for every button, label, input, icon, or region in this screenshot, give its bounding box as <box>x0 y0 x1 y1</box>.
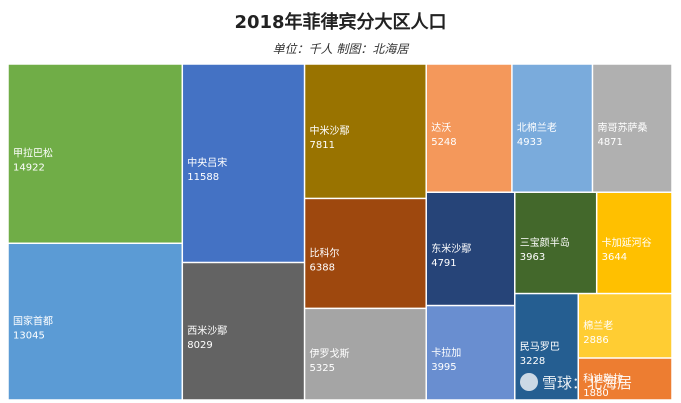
treemap-rect <box>593 64 672 192</box>
treemap-label-name: 科迪勒拉 <box>583 372 623 385</box>
treemap-label-name: 卡拉加 <box>431 346 461 359</box>
chart-subtitle: 单位：千人 制图：北海居 <box>272 42 409 56</box>
treemap-rect <box>305 64 426 198</box>
treemap-cell: 南哥苏萨桑 4871 <box>593 64 672 192</box>
treemap-label-value: 13045 <box>13 331 45 342</box>
treemap-label-name: 北棉兰老 <box>517 121 557 134</box>
treemap-label-name: 达沃 <box>431 122 451 134</box>
treemap-rect <box>183 263 304 400</box>
treemap-label-value: 3995 <box>431 362 456 373</box>
treemap-cell: 东米沙鄢 4791 <box>426 192 515 305</box>
treemap-cell: 中央吕宋 11588 <box>183 64 304 262</box>
treemap-label-value: 5248 <box>431 137 456 148</box>
treemap-rect <box>512 64 592 192</box>
treemap-label-name: 西米沙鄢 <box>187 324 227 337</box>
treemap-label-value: 6388 <box>310 262 335 273</box>
treemap-label-name: 国家首都 <box>13 315 53 328</box>
chart-title: 2018年菲律宾分大区人口 <box>234 12 447 33</box>
treemap-rect <box>426 306 515 400</box>
treemap-label-value: 11588 <box>187 172 219 183</box>
treemap-rect <box>8 64 182 243</box>
treemap-cell: 中米沙鄢 7811 <box>305 64 426 198</box>
treemap-label-name: 甲拉巴松 <box>13 147 53 160</box>
treemap-label-name: 棉兰老 <box>583 319 613 332</box>
treemap-rect <box>183 64 304 262</box>
treemap-cell: 国家首都 13045 <box>8 244 182 400</box>
treemap-label-value: 4871 <box>597 137 622 148</box>
treemap-rect <box>515 192 596 293</box>
treemap-cell: 比科尔 6388 <box>305 199 426 308</box>
treemap-rect <box>426 192 515 305</box>
treemap-cell: 科迪勒拉 1880 <box>579 358 672 400</box>
treemap-label-name: 伊罗戈斯 <box>310 347 350 360</box>
treemap-cell: 卡拉加 3995 <box>426 306 515 400</box>
treemap-label-name: 比科尔 <box>310 246 340 259</box>
treemap-cell: 三宝颜半岛 3963 <box>515 192 596 293</box>
treemap-rect <box>305 309 426 400</box>
treemap-cell: 北棉兰老 4933 <box>512 64 592 192</box>
treemap-label-value: 5325 <box>310 363 335 374</box>
treemap-label-value: 3228 <box>520 356 545 367</box>
treemap-label-value: 3963 <box>520 252 545 263</box>
treemap-label-name: 三宝颜半岛 <box>520 236 570 249</box>
treemap-label-name: 卡加延河谷 <box>602 236 652 249</box>
treemap-label-name: 民马罗巴 <box>520 341 560 353</box>
treemap-rect <box>8 244 182 400</box>
treemap-rect <box>305 199 426 308</box>
treemap-rect <box>426 64 512 192</box>
treemap-rect <box>579 294 672 358</box>
treemap-label-value: 14922 <box>13 163 45 174</box>
treemap-rect <box>597 192 672 293</box>
treemap-label-value: 1880 <box>583 388 608 399</box>
treemap-label-value: 3644 <box>602 252 627 263</box>
treemap-cell: 卡加延河谷 3644 <box>597 192 672 293</box>
treemap-cell: 棉兰老 2886 <box>579 294 672 358</box>
treemap-cell: 西米沙鄢 8029 <box>183 263 304 400</box>
treemap-cell: 民马罗巴 3228 <box>515 294 578 400</box>
treemap-label-name: 中米沙鄢 <box>310 124 350 137</box>
treemap-rect <box>579 358 672 400</box>
treemap-cell: 伊罗戈斯 5325 <box>305 309 426 400</box>
treemap-label-value: 2886 <box>583 335 608 346</box>
treemap-cell: 达沃 5248 <box>426 64 512 192</box>
treemap-label-value: 8029 <box>187 340 212 351</box>
treemap-label-name: 南哥苏萨桑 <box>597 121 647 134</box>
treemap-label-name: 中央吕宋 <box>187 156 227 169</box>
treemap-label-value: 7811 <box>310 140 335 151</box>
treemap-label-name: 东米沙鄢 <box>431 242 471 255</box>
treemap-cell: 甲拉巴松 14922 <box>8 64 182 243</box>
treemap-label-value: 4933 <box>517 137 542 148</box>
treemap-label-value: 4791 <box>431 258 456 269</box>
